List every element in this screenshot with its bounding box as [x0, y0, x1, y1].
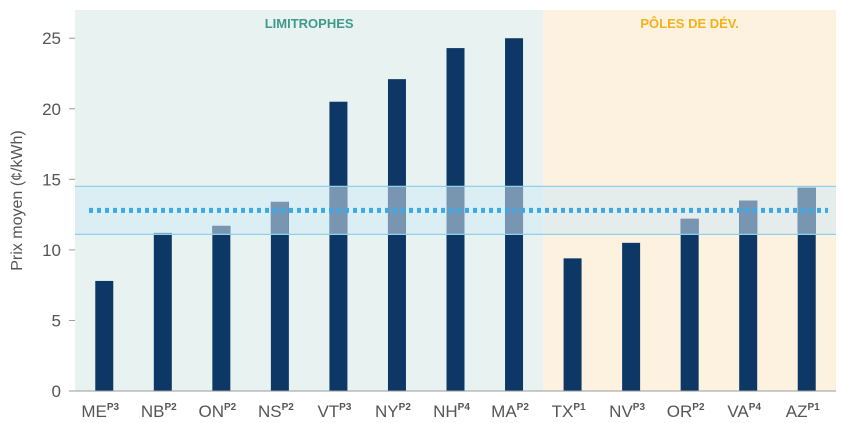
- bar-TX: [563, 258, 582, 391]
- bar-band-overlap-NS: [270, 201, 289, 235]
- x-tick-label-MA: MAP2: [491, 402, 529, 421]
- y-tick-label-0: 0: [52, 382, 61, 401]
- y-tick-label-4: 20: [42, 100, 61, 119]
- x-tick-label-ON: ONP2: [198, 402, 236, 421]
- bar-band-overlap-NB: [153, 232, 172, 235]
- x-tick-label-OR: ORP2: [667, 402, 705, 421]
- group-label-0: LIMITROPHES: [265, 16, 354, 31]
- x-tick-label-NH: NHP4: [433, 402, 470, 421]
- bar-band-overlap-VA: [739, 200, 758, 235]
- group-label-1: PÔLES DE DÉV.: [640, 16, 739, 31]
- bar-NS: [270, 201, 289, 391]
- bar-AZ: [797, 187, 816, 391]
- x-tick-label-NB: NBP2: [141, 402, 177, 421]
- x-tick-label-NY: NYP2: [375, 402, 411, 421]
- bar-band-overlap-NH: [446, 186, 465, 235]
- bar-band-overlap-AZ: [797, 187, 816, 235]
- x-tick-label-NS: NSP2: [258, 402, 294, 421]
- x-tick-label-ME: MEP3: [81, 402, 119, 421]
- y-axis-label: Prix moyen (¢/kWh): [9, 130, 26, 270]
- bar-ME: [95, 280, 114, 391]
- x-tick-label-VT: VTP3: [317, 402, 351, 421]
- bar-VA: [739, 200, 758, 391]
- bar-band-overlap-OR: [680, 218, 699, 235]
- bar-OR: [680, 218, 699, 391]
- bar-band-overlap-ON: [212, 225, 231, 235]
- bar-ON: [212, 225, 231, 391]
- bar-NV: [622, 242, 641, 391]
- x-tick-label-TX: TXP1: [552, 402, 586, 421]
- y-tick-label-2: 10: [42, 241, 61, 260]
- x-tick-label-NV: NVP3: [609, 402, 645, 421]
- x-tick-label-VA: VAP4: [727, 402, 761, 421]
- y-tick-label-1: 5: [52, 311, 61, 330]
- y-tick-label-3: 15: [42, 170, 61, 189]
- y-tick-label-5: 25: [42, 29, 61, 48]
- x-tick-label-AZ: AZP1: [786, 402, 820, 421]
- bar-NB: [153, 232, 172, 391]
- bar-VT: [329, 101, 348, 391]
- bar-NY: [387, 79, 406, 392]
